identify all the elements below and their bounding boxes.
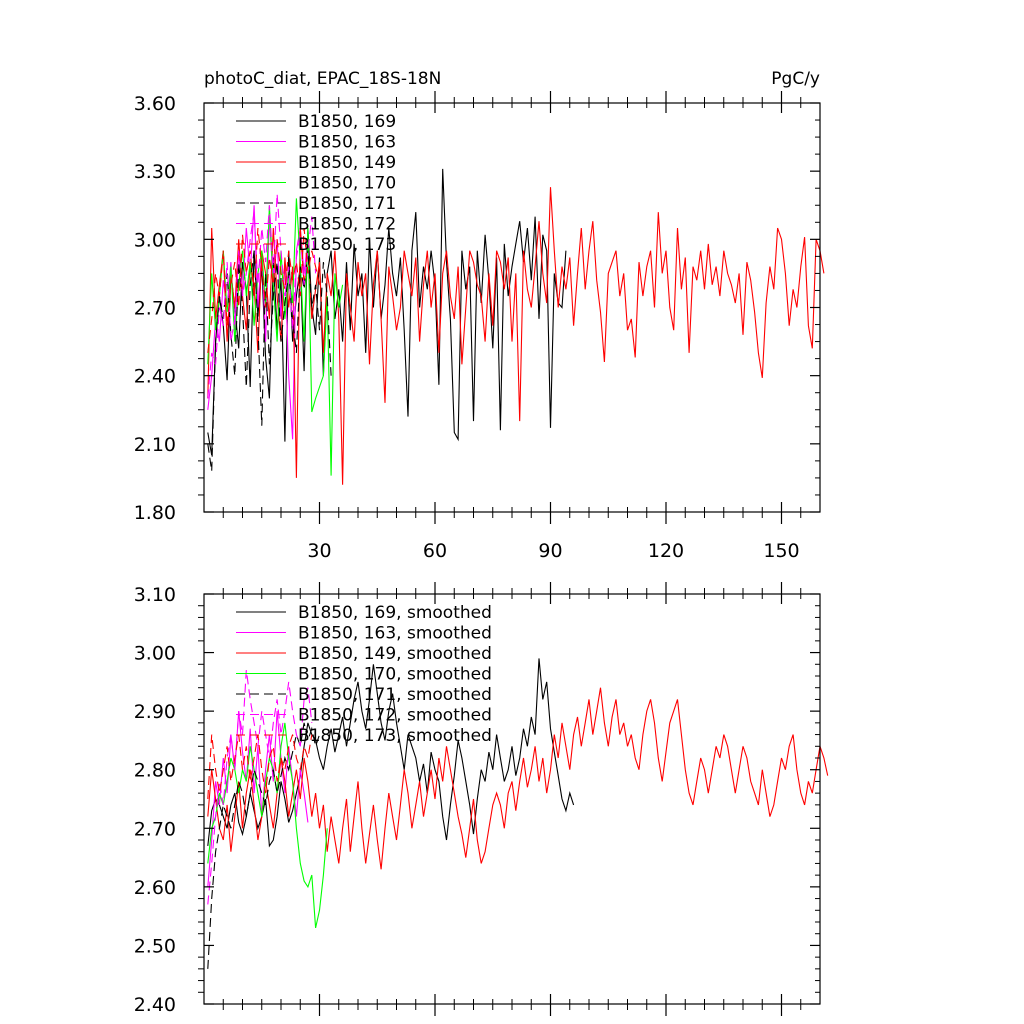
y-tick-label: 2.50: [134, 935, 176, 957]
y-tick-label: 2.70: [134, 818, 176, 840]
y-tick-label: 3.00: [134, 643, 176, 665]
legend-label: B1850, 170: [298, 174, 396, 194]
y-tick-label: 3.00: [134, 229, 176, 251]
series-line-3: [207, 187, 825, 485]
y-tick-label: 2.40: [134, 366, 176, 388]
x-tick-label: 120: [648, 540, 684, 562]
legend-label: B1850, 171, smoothed: [298, 685, 492, 705]
y-tick-label: 2.40: [134, 994, 176, 1016]
y-tick-label: 3.30: [134, 161, 176, 183]
y-tick-label: 3.10: [134, 584, 176, 606]
series-line-6: [207, 193, 317, 399]
y-tick-label: 2.80: [134, 760, 176, 782]
y-tick-label: 2.90: [134, 701, 176, 723]
top-panel: 1.80 2.10 2.40 2.70 3.00 3.30 3.60 30 60 90 120 150…: [134, 91, 825, 562]
chart-units: PgC/y: [771, 69, 820, 89]
series-line-4: [207, 198, 344, 476]
legend-label: B1850, 163, smoothed: [298, 624, 492, 644]
legend-label: B1850, 169, smoothed: [298, 603, 492, 623]
legend-label: B1850, 149: [298, 153, 396, 173]
bottom-panel-smoothed: 2.40 2.50 2.60 2.70 2.80 2.90 3.00 3.10 B1850, 1…: [134, 582, 829, 1016]
y-tick-label: 1.80: [134, 502, 176, 524]
x-tick-label: 60: [423, 540, 447, 562]
series-line-3: [207, 687, 829, 870]
chart-title: photoC_diat, EPAC_18S-18N: [204, 69, 441, 89]
y-tick-label: 2.70: [134, 298, 176, 320]
legend-label: B1850, 169: [298, 112, 396, 132]
x-tick-label: 30: [307, 540, 331, 562]
legend-label: B1850, 172, smoothed: [298, 706, 492, 726]
y-tick-label: 3.60: [134, 93, 176, 115]
legend-label: B1850, 163: [298, 133, 396, 153]
legend-label: B1850, 173: [298, 235, 396, 255]
series-line-7: [207, 734, 313, 800]
x-tick-label: 90: [538, 540, 562, 562]
plot-frame: [203, 593, 821, 1005]
x-tick-label: 150: [763, 540, 799, 562]
series-line-4: [207, 722, 328, 929]
legend-label: B1850, 172: [298, 215, 396, 235]
series-line-6: [207, 670, 313, 905]
y-tick-label: 2.10: [134, 434, 176, 456]
legend-label: B1850, 149, smoothed: [298, 644, 492, 664]
legend-label: B1850, 173, smoothed: [298, 726, 492, 746]
series-line-5: [207, 250, 332, 472]
legend-label: B1850, 171: [298, 194, 396, 214]
series-line-7: [207, 227, 321, 353]
series-line-1: [207, 658, 575, 848]
y-tick-label: 2.60: [134, 877, 176, 899]
legend-label: B1850, 170, smoothed: [298, 665, 492, 685]
